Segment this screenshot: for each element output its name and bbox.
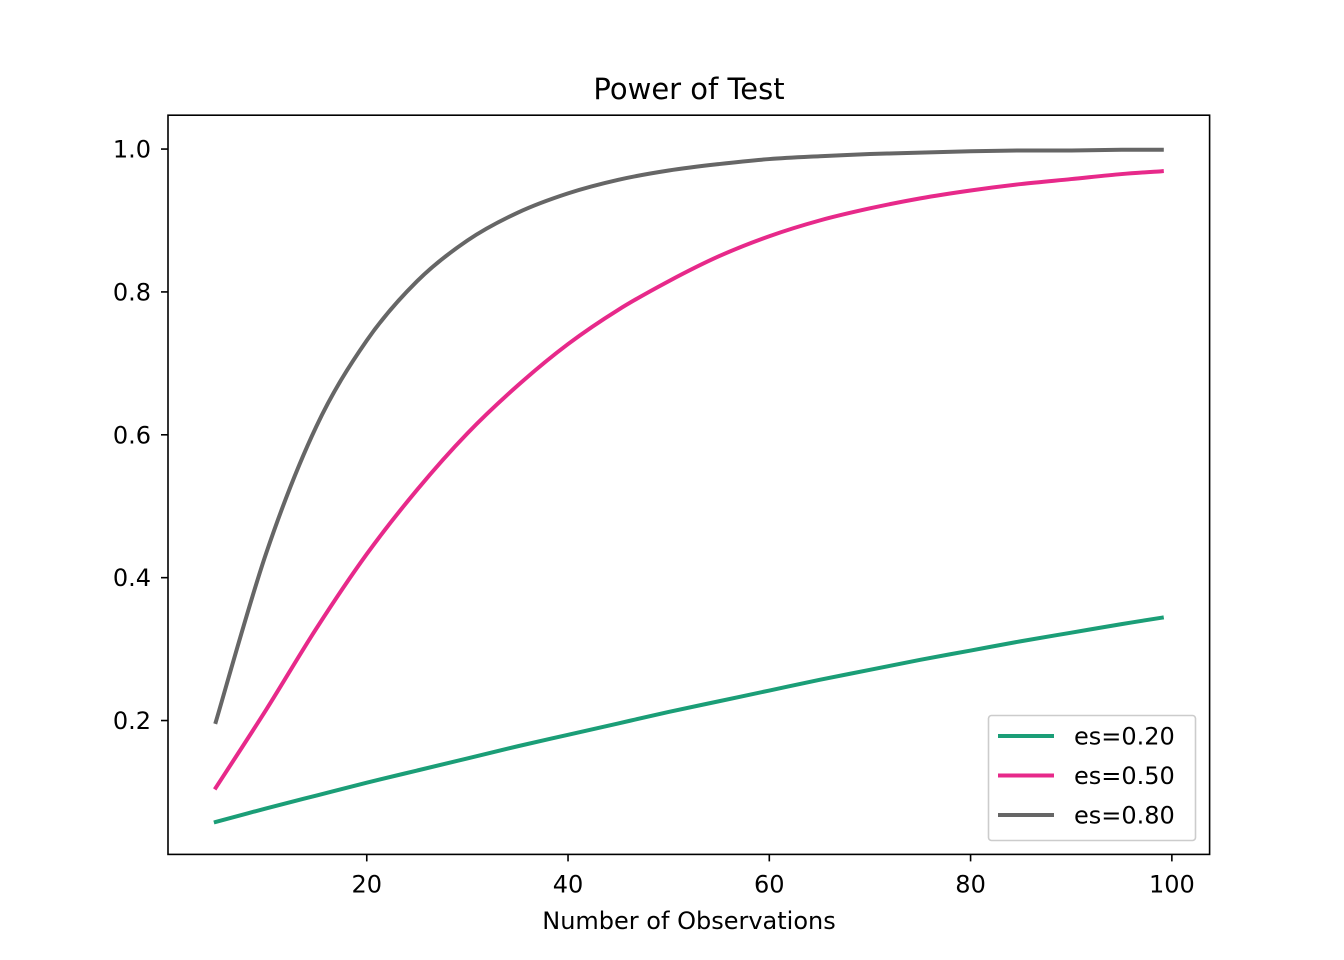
legend-label: es=0.50 (1074, 762, 1175, 790)
legend-box (987, 714, 1197, 842)
series-line-es-0-80 (213, 147, 1164, 725)
legend-items: es=0.20 es=0.50 es=0.80 (998, 723, 1175, 830)
y-axis: 0.2 0.4 0.6 0.8 1.0 (113, 136, 168, 735)
y-tick-label: 0.4 (113, 564, 151, 592)
series-line-es-0-20 (213, 615, 1165, 825)
x-axis-title: Number of Observations (542, 907, 835, 935)
y-tick-label: 1.0 (113, 136, 151, 164)
series-line-es-0-50 (213, 169, 1164, 791)
y-tick-label: 0.6 (113, 421, 151, 449)
y-tick-label: 0.8 (113, 278, 151, 306)
x-tick-label: 60 (754, 870, 785, 898)
chart-title: Power of Test (593, 72, 784, 106)
x-axis: 20 40 60 80 100 (351, 854, 1195, 898)
x-tick-label: 20 (351, 870, 382, 898)
x-tick-label: 40 (553, 870, 584, 898)
plot-frame (167, 114, 1211, 856)
series-layer (213, 147, 1165, 825)
y-tick-label: 0.2 (113, 707, 151, 735)
legend-label: es=0.20 (1074, 723, 1175, 751)
legend: es=0.20 es=0.50 es=0.80 (987, 714, 1197, 842)
legend-label: es=0.80 (1074, 802, 1175, 830)
x-tick-label: 100 (1149, 870, 1195, 898)
x-tick-label: 80 (955, 870, 986, 898)
